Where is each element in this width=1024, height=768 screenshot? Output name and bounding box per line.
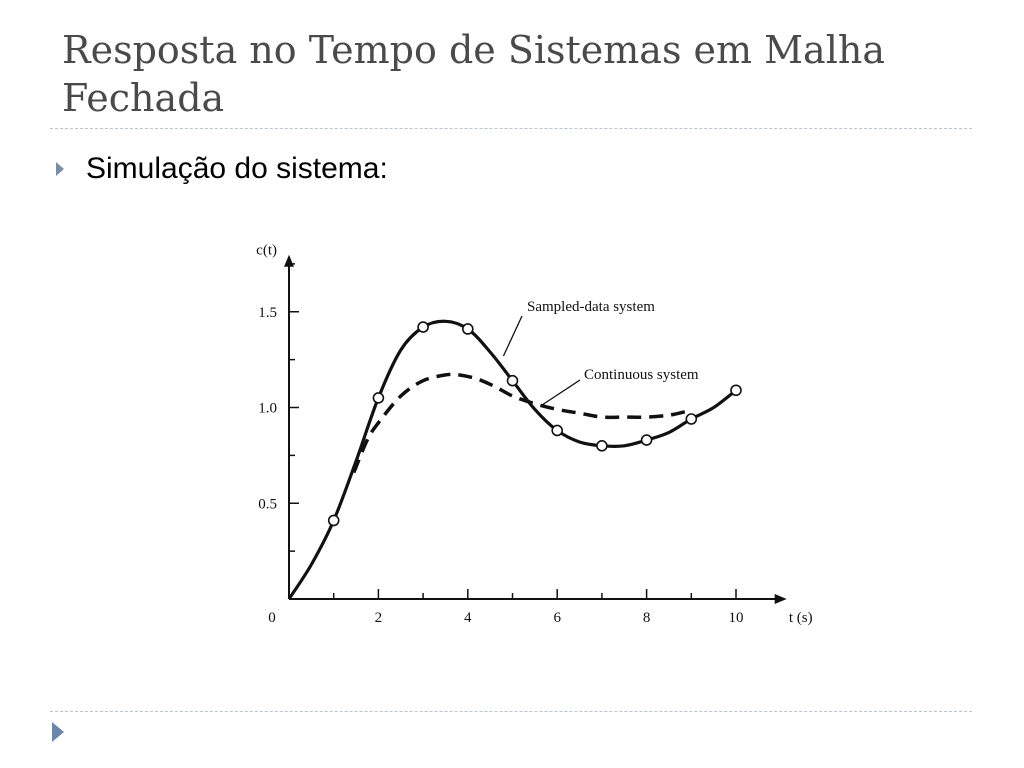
x-axis-label: t (s) (789, 610, 813, 626)
annotation-label: Sampled-data system (527, 299, 655, 315)
sample-point (461, 323, 474, 335)
annotation-label: Continuous system (584, 367, 699, 383)
sample-point (730, 384, 742, 397)
slide-title: Resposta no Tempo de Sistemas em Malha F… (62, 28, 885, 120)
bullet-text: Simulação do sistema: (86, 152, 388, 185)
triangle-right-icon (52, 722, 64, 742)
title-divider (50, 128, 972, 129)
x-axis-arrow (774, 594, 787, 604)
y-axis-arrow (284, 254, 294, 267)
x-tick-label: 0 (268, 610, 276, 626)
sample-point (685, 413, 698, 425)
sample-point (417, 321, 429, 333)
sample-point (551, 424, 564, 437)
sample-point (640, 434, 653, 446)
triangle-right-icon (56, 162, 64, 176)
x-tick-label: 2 (375, 610, 383, 626)
y-tick-label: 1.5 (258, 305, 277, 321)
bullet-item: Simulação do sistema: (56, 152, 388, 186)
x-tick-label: 8 (643, 610, 651, 626)
sample-point (372, 392, 385, 404)
x-tick-label: 4 (464, 610, 472, 626)
footer-divider (50, 711, 972, 712)
continuous-series-line (352, 372, 688, 474)
annotation-leader (502, 315, 523, 357)
y-axis-label: c(t) (256, 243, 277, 259)
y-tick-label: 1.0 (258, 401, 277, 417)
sample-point (506, 374, 519, 387)
sampled-series-line (287, 319, 737, 600)
sample-point (327, 514, 340, 527)
sample-point (596, 439, 608, 452)
x-tick-label: 6 (553, 610, 561, 626)
annotation-leader (540, 379, 581, 407)
x-tick-label: 10 (729, 610, 744, 626)
y-tick-label: 0.5 (258, 496, 277, 512)
